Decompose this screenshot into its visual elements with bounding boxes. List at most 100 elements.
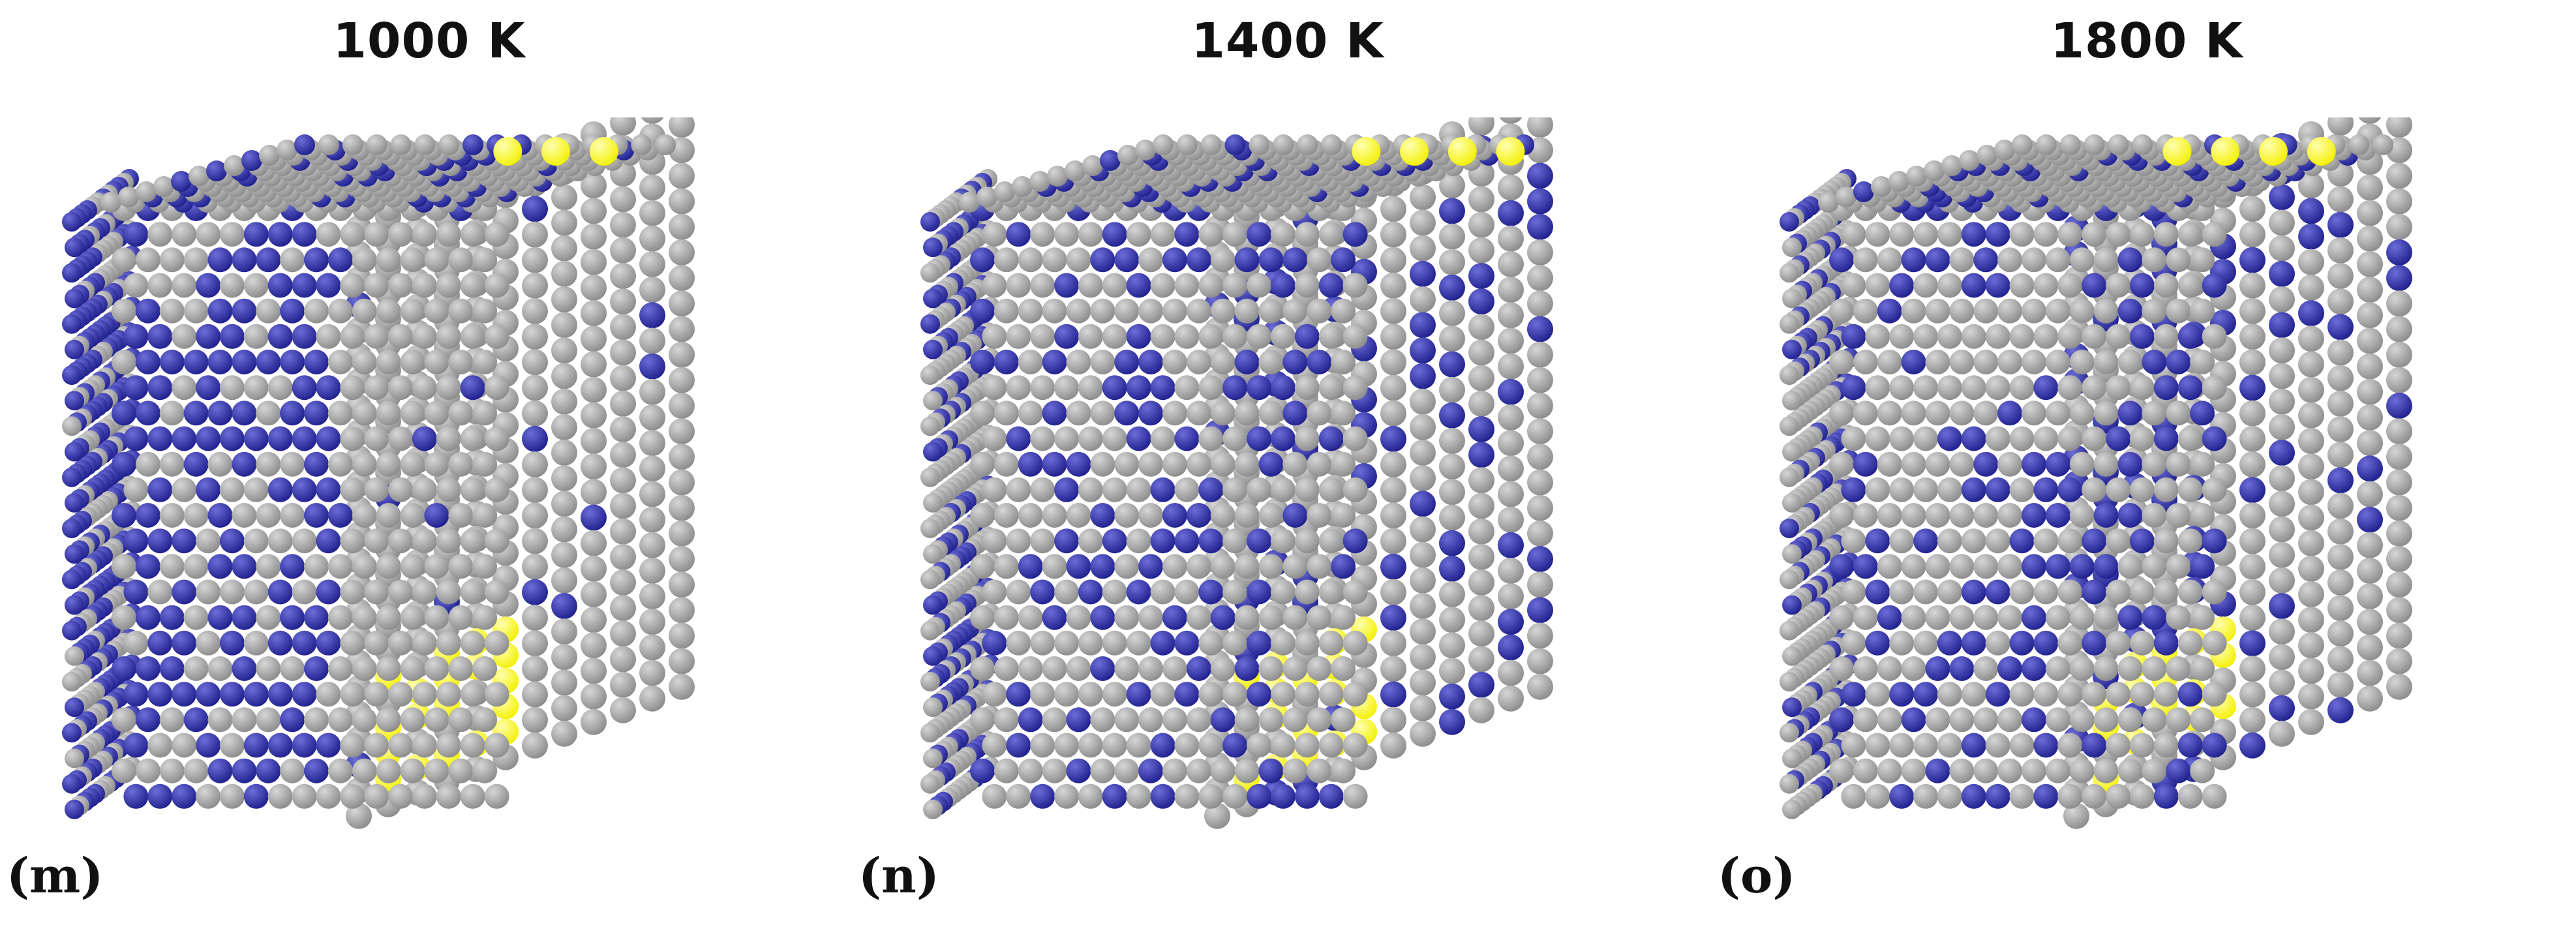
blue-atom	[2022, 707, 2046, 733]
blue-atom	[112, 451, 136, 477]
gray-atom	[232, 503, 257, 528]
gray-atom	[2269, 235, 2295, 262]
gray-atom	[1078, 733, 1103, 758]
gray-atom	[1258, 656, 1284, 681]
gray-atom	[2386, 494, 2412, 521]
gray-atom	[1380, 656, 1406, 682]
blue-atom	[1780, 519, 1799, 538]
gray-atom	[639, 251, 665, 277]
yellow-atom	[1447, 137, 1477, 166]
gray-atom	[448, 656, 474, 681]
gray-atom	[342, 134, 363, 155]
gray-atom	[172, 733, 197, 758]
blue-atom	[1247, 630, 1272, 656]
gray-atom	[1006, 477, 1031, 502]
gray-atom	[1925, 605, 1950, 630]
gray-atom	[669, 520, 695, 547]
gray-atom	[923, 391, 943, 411]
gray-atom	[2142, 247, 2167, 273]
gray-atom	[1380, 221, 1406, 248]
blue-atom	[1114, 350, 1140, 374]
blue-atom	[1527, 597, 1553, 624]
gray-atom	[472, 554, 498, 579]
blue-atom	[2239, 247, 2265, 273]
gray-atom	[551, 440, 577, 466]
gray-atom	[2117, 350, 2143, 374]
blue-atom	[1865, 579, 1890, 605]
gray-atom	[1527, 367, 1553, 393]
gray-atom	[2386, 546, 2412, 572]
blue-atom	[1961, 783, 1986, 809]
blue-atom	[2166, 350, 2191, 374]
blue-atom	[1877, 298, 1902, 324]
gray-atom	[993, 707, 1019, 733]
gray-atom	[522, 502, 548, 529]
blue-atom	[304, 656, 329, 681]
blue-atom	[1439, 402, 1465, 429]
gray-atom	[2166, 554, 2191, 579]
gray-atom	[472, 298, 498, 324]
gray-atom	[1889, 733, 1915, 758]
gray-atom	[2093, 247, 2119, 273]
blue-atom	[2239, 374, 2265, 401]
gray-atom	[1782, 288, 1802, 309]
blue-atom	[1439, 555, 1465, 582]
gray-atom	[2012, 134, 2033, 155]
gray-atom	[2033, 682, 2059, 707]
blue-atom	[196, 273, 221, 298]
gray-atom	[639, 200, 665, 226]
gray-atom	[2069, 401, 2095, 426]
gray-atom	[436, 375, 461, 401]
blue-atom	[65, 799, 84, 819]
blue-atom	[1102, 783, 1127, 809]
blue-atom	[1853, 451, 1878, 477]
blue-atom	[316, 528, 341, 554]
blue-atom	[2202, 733, 2227, 758]
gray-atom	[1186, 401, 1211, 426]
gray-atom	[2045, 401, 2070, 426]
gray-atom	[639, 583, 665, 610]
gray-atom	[2093, 451, 2119, 477]
gray-atom	[243, 579, 269, 605]
gray-atom	[581, 683, 607, 710]
gray-atom	[1258, 605, 1284, 630]
blue-atom	[2190, 401, 2215, 426]
gray-atom	[376, 451, 401, 477]
gray-atom	[1985, 733, 2010, 758]
gray-atom	[2357, 327, 2383, 354]
gray-atom	[1030, 324, 1055, 349]
gray-atom	[316, 682, 341, 707]
gray-atom	[970, 707, 995, 733]
blue-atom	[2117, 605, 2143, 630]
blue-atom	[172, 630, 197, 656]
gray-atom	[2129, 682, 2155, 707]
gray-atom	[1331, 707, 1356, 733]
blue-atom	[1247, 682, 1272, 707]
yellow-atom	[2307, 137, 2336, 166]
blue-atom	[316, 733, 341, 758]
gray-atom	[2084, 134, 2105, 155]
gray-atom	[1234, 554, 1260, 579]
gray-atom	[460, 222, 485, 247]
blue-atom	[1877, 605, 1902, 630]
blue-atom	[1282, 350, 1308, 374]
blue-atom	[1247, 426, 1272, 451]
gray-atom	[2190, 758, 2215, 783]
gray-atom	[1973, 401, 1999, 426]
blue-atom	[2129, 324, 2155, 349]
gray-atom	[436, 426, 461, 451]
blue-atom	[2298, 198, 2324, 224]
gray-atom	[424, 758, 449, 783]
gray-atom	[1985, 375, 2010, 401]
gray-atom	[2106, 477, 2131, 502]
gray-atom	[610, 518, 636, 545]
gray-atom	[1331, 350, 1356, 374]
gray-atom	[1901, 554, 1926, 579]
blue-atom	[196, 426, 221, 451]
gray-atom	[147, 222, 173, 247]
gray-atom	[2142, 401, 2167, 426]
gray-atom	[2327, 442, 2354, 468]
gray-atom	[1498, 558, 1524, 584]
blue-atom	[243, 426, 269, 451]
gray-atom	[669, 117, 695, 138]
